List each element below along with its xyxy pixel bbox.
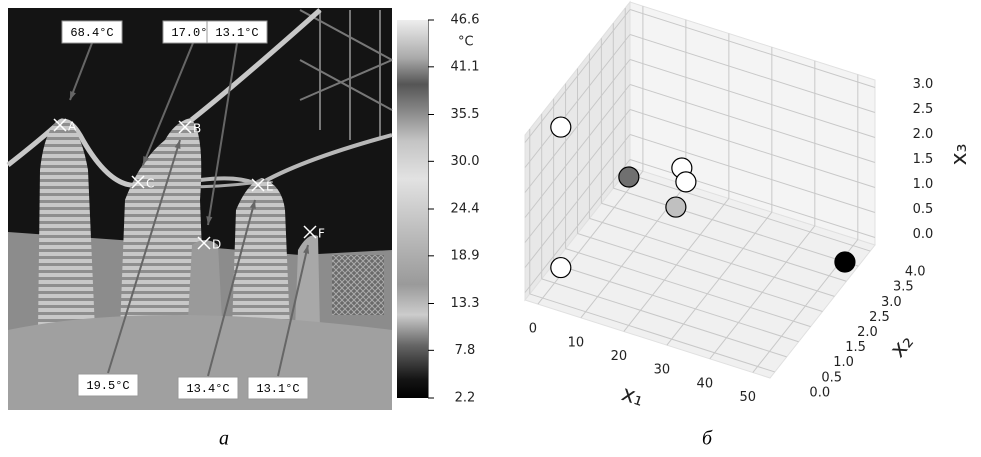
colorbar-tick-label: 41.1 <box>451 59 480 74</box>
point <box>551 258 571 278</box>
colorbar <box>397 20 428 398</box>
panel-caption: б <box>702 428 713 450</box>
colorbar-tick-label: 13.3 <box>451 296 480 311</box>
marker-label: A <box>68 120 77 134</box>
z-tick-label: 1.5 <box>913 152 934 167</box>
y-tick-label: 3.0 <box>881 295 902 310</box>
x-tick-label: 50 <box>740 390 757 405</box>
colorbar-tick-label: 35.5 <box>451 107 480 122</box>
z-axis-label: x₃ <box>947 144 972 166</box>
colorbar-tick-label: 7.8 <box>455 343 476 358</box>
point <box>619 167 639 187</box>
z-tick-label: 2.5 <box>913 102 934 117</box>
panel-caption: а <box>219 428 229 450</box>
point <box>666 197 686 217</box>
annotation-label: 13.4°C <box>186 382 229 396</box>
point <box>676 172 696 192</box>
y-tick-label: 2.0 <box>857 325 878 340</box>
z-tick-label: 3.0 <box>913 77 934 92</box>
point <box>835 252 855 272</box>
x-tick-label: 30 <box>654 363 671 378</box>
colorbar-tick-label: 18.9 <box>451 248 480 263</box>
colorbar-tick-label: 24.4 <box>451 202 480 217</box>
x-tick-label: 10 <box>568 335 585 350</box>
marker-label: B <box>193 122 201 136</box>
marker-label: F <box>318 227 325 241</box>
y-tick-label: 1.5 <box>845 340 866 355</box>
z-tick-label: 0.5 <box>913 202 934 217</box>
y-tick-label: 0.0 <box>809 385 830 400</box>
annotation-label: 19.5°C <box>86 379 129 393</box>
annotation-label: 68.4°C <box>70 26 113 40</box>
y-tick-label: 1.0 <box>833 355 854 370</box>
colorbar-tick-label: 30.0 <box>451 154 480 169</box>
marker-label: D <box>212 238 221 252</box>
y-axis-label: x₂ <box>886 330 919 363</box>
y-tick-label: 0.5 <box>821 370 842 385</box>
z-tick-label: 0.0 <box>913 227 934 242</box>
marker-label: E <box>266 180 274 194</box>
x-tick-label: 20 <box>611 349 628 364</box>
x-tick-label: 0 <box>529 322 537 337</box>
y-tick-label: 3.5 <box>893 280 914 295</box>
colorbar-label: °C <box>458 35 474 50</box>
colorbar-tick-label: 2.2 <box>455 391 476 406</box>
thermal-image <box>8 8 392 410</box>
annotation-label: 13.1°C <box>215 26 258 40</box>
z-tick-label: 1.0 <box>913 177 934 192</box>
x-tick-label: 40 <box>697 376 714 391</box>
point <box>551 117 571 137</box>
y-tick-label: 4.0 <box>905 265 926 280</box>
z-tick-label: 2.0 <box>913 127 934 142</box>
x-axis-label: x₁ <box>618 381 647 412</box>
annotation-label: 13.1°C <box>256 382 299 396</box>
colorbar-tick-label: 46.6 <box>451 13 480 28</box>
figure: ABCDEF68.4°C17.0°C13.1°C19.5°C13.4°C13.1… <box>0 0 981 457</box>
y-tick-label: 2.5 <box>869 310 890 325</box>
marker-label: C <box>146 177 154 191</box>
